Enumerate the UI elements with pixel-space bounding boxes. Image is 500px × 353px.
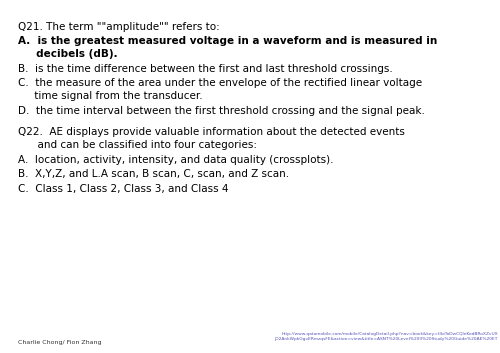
Text: decibels (dB).: decibels (dB). bbox=[18, 49, 117, 59]
Text: A.  location, activity, intensity, and data quality (crossplots).: A. location, activity, intensity, and da… bbox=[18, 155, 334, 164]
Text: C.  the measure of the area under the envelope of the rectified linear voltage: C. the measure of the area under the env… bbox=[18, 78, 422, 88]
Text: Q21. The term ""amplitude"" refers to:: Q21. The term ""amplitude"" refers to: bbox=[18, 22, 220, 32]
Text: and can be classified into four categories:: and can be classified into four categori… bbox=[18, 140, 257, 150]
Text: A.  is the greatest measured voltage in a waveform and is measured in: A. is the greatest measured voltage in a… bbox=[18, 36, 437, 47]
Text: JO2AnkWpkGgvERmzqsFE&action=view&title=ASNT%20Level%20II%20Study%20Guide%20AE%20: JO2AnkWpkGgvERmzqsFE&action=view&title=A… bbox=[274, 337, 498, 341]
Text: B.  X,Y,Z, and L.A scan, B scan, C, scan, and Z scan.: B. X,Y,Z, and L.A scan, B scan, C, scan,… bbox=[18, 169, 289, 179]
Text: Charlie Chong/ Fion Zhang: Charlie Chong/ Fion Zhang bbox=[18, 340, 102, 345]
Text: C.  Class 1, Class 2, Class 3, and Class 4: C. Class 1, Class 2, Class 3, and Class … bbox=[18, 184, 229, 193]
Text: D.  the time interval between the first threshold crossing and the signal peak.: D. the time interval between the first t… bbox=[18, 106, 425, 115]
Text: B.  is the time difference between the first and last threshold crossings.: B. is the time difference between the fi… bbox=[18, 64, 393, 74]
Text: Q22.  AE displays provide valuable information about the detected events: Q22. AE displays provide valuable inform… bbox=[18, 127, 405, 137]
Text: time signal from the transducer.: time signal from the transducer. bbox=[18, 91, 203, 101]
Text: http://www.qatomobile.com/mobile/CatalogDetail.php?nav=book&key=f4oToDwCQleKodBR: http://www.qatomobile.com/mobile/Catalog… bbox=[282, 332, 498, 336]
